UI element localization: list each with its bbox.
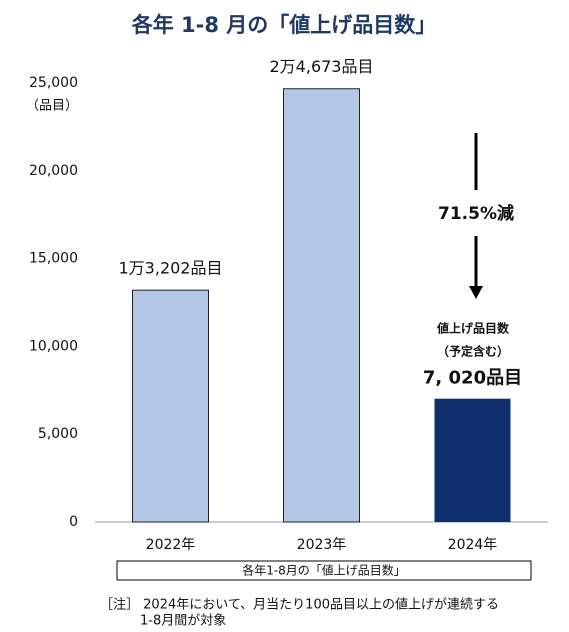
x-tick-label: 2024年 [448, 537, 498, 553]
bar [132, 289, 209, 523]
value-label: 2万4,673品目 [270, 57, 374, 76]
value-label: 7, 020品目 [423, 368, 522, 389]
xlabel-box [116, 560, 532, 581]
value-label: 1万3,202品目 [119, 259, 223, 278]
note: 1-8月間が対象 [140, 614, 226, 629]
x-tick-label: 2022年 [146, 537, 196, 553]
note: ［注］ 2024年において、月当たり100品目以上の値上げが連続する [100, 597, 499, 613]
decrease-label: 71.5%減 [438, 203, 514, 224]
chart-title: 各年 1-8 月の「値上げ品目数」 [131, 13, 437, 37]
annotation: （予定含む） [437, 344, 509, 359]
bar [434, 398, 511, 522]
arrow-head [469, 286, 483, 299]
y-tick-label: 15,000 [29, 251, 78, 267]
annotation: 値上げ品目数 [436, 321, 510, 336]
y-tick-label: 10,000 [29, 338, 78, 354]
y-tick-label: 0 [69, 514, 78, 530]
x-tick-label: 2023年 [297, 537, 347, 553]
x-axis-label: 各年1-8月の「値上げ品目数」 [242, 563, 406, 578]
y-tick-label: 25,000 [29, 75, 78, 91]
y-tick-label: 20,000 [29, 163, 78, 179]
y-tick-label: 5,000 [38, 426, 78, 442]
y-unit: （品目） [26, 99, 78, 114]
bar [283, 88, 360, 523]
